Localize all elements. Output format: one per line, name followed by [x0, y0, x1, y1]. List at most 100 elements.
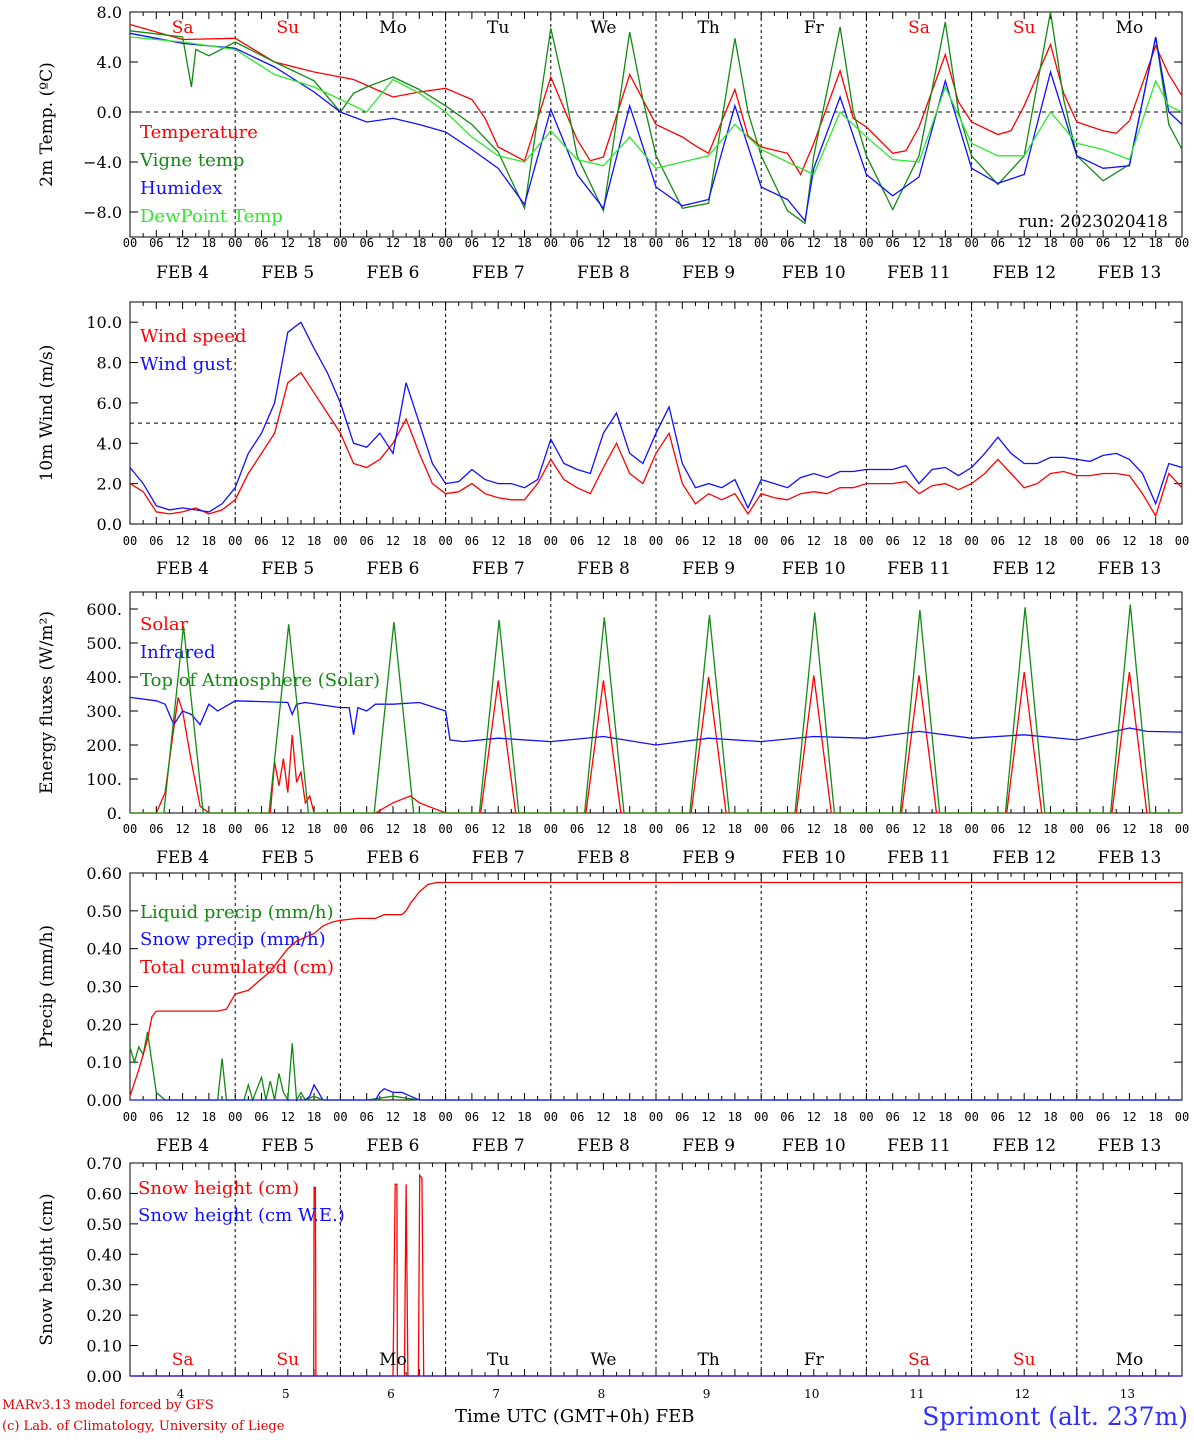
x-hour-label: 18 — [833, 822, 847, 836]
x-hour-label: 18 — [202, 534, 216, 548]
y-tick-label: 0.0 — [97, 515, 122, 534]
x-hour-label: 06 — [675, 1110, 689, 1124]
x-date-label: FEB 6 — [367, 263, 420, 283]
x-hour-label: 12 — [596, 534, 610, 548]
x-hour-label: 18 — [728, 1110, 742, 1124]
x-hour-label: 12 — [1122, 236, 1136, 250]
y-tick-label: −4.0 — [83, 153, 122, 172]
x-date-label: FEB 8 — [577, 559, 630, 579]
x-hour-label: 06 — [570, 534, 584, 548]
y-tick-label: 4.0 — [97, 53, 122, 72]
x-date-label: FEB 10 — [782, 1136, 846, 1156]
x-hour-label: 06 — [570, 236, 584, 250]
series-dewpoint-temp — [129, 36, 1183, 176]
x-hour-label: 00 — [1070, 534, 1084, 548]
y-axis-label: Precip (mm/h) — [37, 925, 57, 1048]
x-hour-label: 18 — [938, 1110, 952, 1124]
x-date-label: FEB 5 — [261, 848, 314, 868]
x-date-label: FEB 11 — [887, 559, 951, 579]
x-hour-label: 12 — [1122, 534, 1136, 548]
y-tick-label: 0.10 — [86, 1053, 122, 1072]
legend-entry: Snow precip (mm/h) — [140, 929, 326, 950]
x-hour-label: 06 — [254, 534, 268, 548]
x-hour-label: 18 — [728, 236, 742, 250]
x-hour-label: 12 — [386, 1110, 400, 1124]
x-hour-label: 00 — [438, 534, 452, 548]
day-number-label: 12 — [1015, 1387, 1030, 1401]
legend-entry: Total cumulated (cm) — [140, 957, 334, 978]
y-tick-label: 0.30 — [86, 1276, 122, 1295]
legend-entry: Wind speed — [140, 326, 246, 347]
run-label: run: 2023020418 — [1019, 212, 1168, 232]
y-tick-label: −8.0 — [83, 203, 122, 222]
weekday-label: Fr — [804, 18, 825, 38]
x-date-label: FEB 7 — [472, 559, 525, 579]
y-tick-label: 0.10 — [86, 1337, 122, 1356]
x-hour-label: 18 — [728, 534, 742, 548]
x-hour-label: 06 — [465, 534, 479, 548]
x-hour-label: 18 — [412, 534, 426, 548]
legend-entry: Wind gust — [140, 354, 233, 375]
x-hour-label: 12 — [281, 1110, 295, 1124]
weekday-label: Mo — [379, 18, 407, 38]
y-tick-label: 8.0 — [97, 354, 122, 373]
y-tick-label: 6.0 — [97, 394, 122, 413]
x-hour-label: 00 — [649, 1110, 663, 1124]
weekday-label: Sa — [908, 18, 930, 38]
x-hour-label: 00 — [1070, 236, 1084, 250]
x-hour-label: 18 — [622, 236, 636, 250]
x-hour-label: 06 — [149, 822, 163, 836]
x-hour-label: 12 — [912, 1110, 926, 1124]
x-hour-label: 00 — [754, 534, 768, 548]
x-hour-label: 12 — [1122, 1110, 1136, 1124]
x-hour-label: 18 — [1043, 236, 1057, 250]
y-tick-label: 0.20 — [86, 1306, 122, 1325]
x-hour-label: 06 — [1096, 534, 1110, 548]
x-hour-label: 00 — [333, 534, 347, 548]
x-hour-label: 18 — [517, 1110, 531, 1124]
x-hour-label: 18 — [833, 236, 847, 250]
panel-energy: 0. 100. 200. 300. 400. 500. 600. Energy fluxes … — [37, 591, 1189, 868]
x-date-label: FEB 7 — [472, 1136, 525, 1156]
x-hour-label: 12 — [175, 534, 189, 548]
x-hour-label: 06 — [780, 1110, 794, 1124]
x-hour-label: 12 — [596, 236, 610, 250]
x-hour-label: 18 — [412, 236, 426, 250]
series-wind-gust — [129, 321, 1183, 513]
y-axis-label: 2m Temp. (ºC) — [37, 62, 57, 187]
x-hour-label: 06 — [780, 236, 794, 250]
weekday-label: We — [590, 18, 616, 38]
x-date-label: FEB 12 — [992, 848, 1056, 868]
x-hour-label: 18 — [938, 822, 952, 836]
x-axis-title: Time UTC (GMT+0h) FEB — [455, 1406, 695, 1427]
x-hour-label: 00 — [649, 822, 663, 836]
legend-entry: Infrared — [140, 642, 215, 663]
x-hour-label: 06 — [359, 236, 373, 250]
x-hour-label: 00 — [333, 822, 347, 836]
x-date-label: FEB 4 — [156, 263, 209, 283]
weekday-label: Th — [697, 1350, 719, 1370]
x-date-label: FEB 13 — [1098, 559, 1162, 579]
x-hour-label: 06 — [1096, 1110, 1110, 1124]
x-hour-label: 06 — [359, 1110, 373, 1124]
weekday-label: Tu — [487, 18, 509, 38]
x-hour-label: 00 — [859, 534, 873, 548]
x-hour-label: 12 — [175, 822, 189, 836]
x-hour-label: 06 — [885, 822, 899, 836]
legend-entry: DewPoint Temp — [140, 206, 283, 227]
x-hour-label: 18 — [307, 236, 321, 250]
x-date-label: FEB 12 — [992, 559, 1056, 579]
x-hour-label: 12 — [1017, 236, 1031, 250]
y-axis-label: 10m Wind (m/s) — [37, 345, 57, 482]
x-hour-label: 00 — [1070, 822, 1084, 836]
x-hour-label: 12 — [596, 822, 610, 836]
x-hour-label: 00 — [964, 534, 978, 548]
x-hour-label: 00 — [228, 822, 242, 836]
y-tick-label: 0.20 — [86, 1015, 122, 1034]
x-hour-label: 06 — [254, 822, 268, 836]
x-hour-label: 06 — [675, 236, 689, 250]
y-axis-label: Snow height (cm) — [37, 1193, 57, 1345]
x-date-label: FEB 9 — [682, 848, 735, 868]
x-hour-label: 18 — [833, 1110, 847, 1124]
x-hour-label: 12 — [912, 534, 926, 548]
